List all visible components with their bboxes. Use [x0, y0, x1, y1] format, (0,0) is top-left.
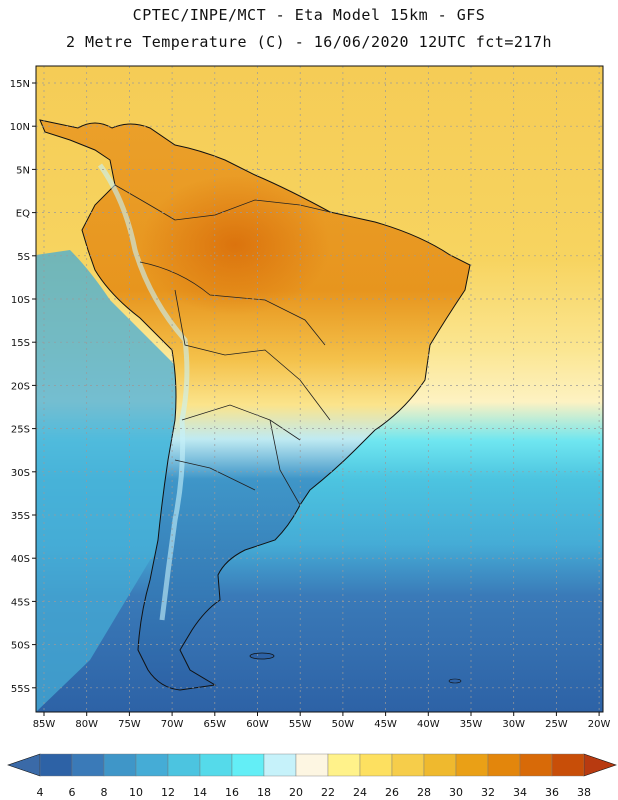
colorbar-segment [487, 753, 521, 777]
colorbar-label: 16 [225, 786, 239, 799]
colorbar-label: 20 [289, 786, 303, 799]
lon-label: 25W [545, 719, 568, 730]
lon-label: 30W [502, 719, 525, 730]
lon-label: 20W [588, 719, 611, 730]
lat-label: 5N [16, 165, 30, 176]
lon-label: 60W [246, 719, 269, 730]
colorbar-low-arrow [7, 753, 41, 777]
map-frame [35, 65, 604, 713]
colorbar-label: 32 [481, 786, 495, 799]
colorbar-label: 34 [513, 786, 527, 799]
colorbar-segment [327, 753, 361, 777]
lat-label: 55S [11, 684, 30, 695]
lat-label: 10N [10, 122, 30, 133]
lon-label: 50W [332, 719, 355, 730]
colorbar-segment [263, 753, 297, 777]
country-borders [114, 184, 331, 506]
colorbar-segment [359, 753, 393, 777]
colorbar-segment [295, 753, 329, 777]
colorbar-segment [231, 753, 265, 777]
axis-ticks: 15N 10N 5N EQ 5S 10S 15S 20S 25S 30S 35S 40S 45S 50S 5… [10, 79, 611, 730]
lon-label: 75W [118, 719, 141, 730]
colorbar-label: 14 [193, 786, 207, 799]
lat-label: 45S [11, 597, 30, 608]
colorbar-label: 4 [37, 786, 44, 799]
colorbar-label: 38 [577, 786, 591, 799]
grid-lines [36, 66, 603, 712]
chart-title: CPTEC/INPE/MCT - Eta Model 15km - GFS [132, 6, 486, 24]
lon-label: 55W [289, 719, 312, 730]
lat-label: 40S [11, 554, 30, 565]
colorbar-segment [455, 753, 489, 777]
temperature-colorbar: 4 6 8 10 12 14 16 18 20 22 24 26 28 30 32 34 36 38 [7, 753, 617, 799]
amazon-hot-region [140, 175, 330, 315]
lon-label: 65W [203, 719, 226, 730]
colorbar-label: 6 [69, 786, 76, 799]
colorbar-label: 24 [353, 786, 367, 799]
lat-label: 5S [17, 252, 30, 263]
colorbar-label: 8 [101, 786, 108, 799]
lon-label: 80W [75, 719, 98, 730]
lon-label: 85W [33, 719, 56, 730]
lon-label: 70W [161, 719, 184, 730]
colorbar-segment [167, 753, 201, 777]
colorbar-label: 26 [385, 786, 399, 799]
lat-label: 20S [11, 381, 30, 392]
lat-label: 25S [11, 425, 30, 436]
colorbar-segment [519, 753, 553, 777]
colorbar-segment [103, 753, 137, 777]
falkland-islands [249, 652, 275, 660]
south-georgia-island [448, 678, 462, 684]
colorbar-segment [423, 753, 457, 777]
colorbar-label: 36 [545, 786, 559, 799]
lat-label: 15N [10, 79, 30, 90]
lat-label: 30S [11, 468, 30, 479]
colorbar-segment [391, 753, 425, 777]
lon-label: 40W [417, 719, 440, 730]
colorbar-label: 28 [417, 786, 431, 799]
lat-label: EQ [16, 209, 30, 220]
colorbar-segment [71, 753, 105, 777]
lat-label: 50S [11, 641, 30, 652]
andes-cool-strip [97, 163, 190, 621]
colorbar-label: 22 [321, 786, 335, 799]
colorbar-label: 30 [449, 786, 463, 799]
lat-label: 15S [11, 338, 30, 349]
colorbar-label: 12 [161, 786, 175, 799]
lon-label: 45W [374, 719, 397, 730]
colorbar-segment [135, 753, 169, 777]
colorbar-high-arrow [583, 753, 617, 777]
colorbar-segment [551, 753, 585, 777]
colorbar-label: 10 [129, 786, 143, 799]
colorbar-segment [199, 753, 233, 777]
colorbar-label: 18 [257, 786, 271, 799]
lon-label: 35W [460, 719, 483, 730]
chart-subtitle: 2 Metre Temperature (C) - 16/06/2020 12U… [65, 33, 553, 51]
colorbar-segment [39, 753, 73, 777]
lat-label: 35S [11, 511, 30, 522]
lat-label: 10S [11, 295, 30, 306]
